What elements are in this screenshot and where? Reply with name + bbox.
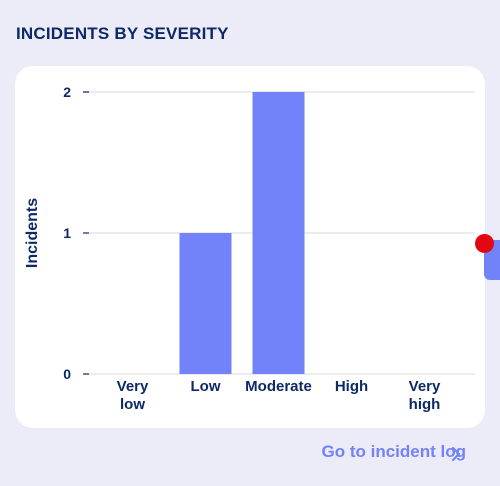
bar[interactable] [252, 92, 305, 374]
x-tick-label: Moderate [245, 378, 312, 395]
y-axis-ticks: 0 1 2 [63, 84, 89, 382]
x-tick-label: Very high [409, 378, 441, 413]
bar[interactable] [179, 233, 232, 374]
x-tick-label: Very low [117, 378, 149, 413]
chevron-right-icon[interactable] [448, 446, 464, 462]
y-tick-label: 2 [63, 84, 71, 100]
x-tick-label: High [335, 378, 368, 395]
notification-dot [475, 234, 494, 253]
y-tick-label: 1 [63, 225, 71, 241]
chart-card: 0 1 2 Very low Low Moderate High Very high Incid… [15, 66, 485, 428]
bar-chart: 0 1 2 Very low Low Moderate High Very high Incid… [24, 84, 475, 413]
incident-log-link[interactable]: Go to incident log [321, 442, 466, 461]
panel-title: INCIDENTS BY SEVERITY [16, 24, 229, 43]
y-tick-label: 0 [63, 366, 71, 382]
bars [179, 92, 305, 374]
y-axis-title: Incidents [24, 198, 41, 268]
x-axis-labels: Very low Low Moderate High Very high [117, 378, 441, 413]
x-tick-label: Low [191, 378, 221, 395]
